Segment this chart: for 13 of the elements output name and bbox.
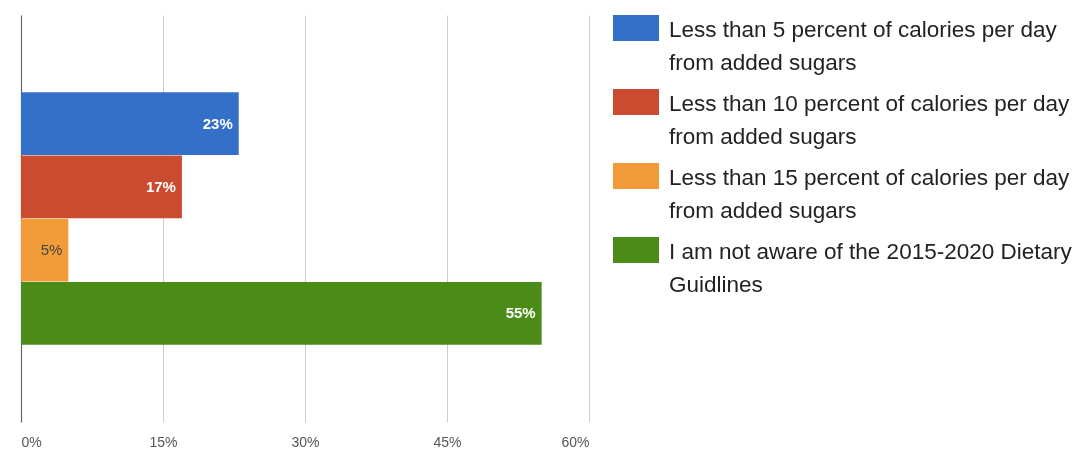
legend-label: I am not aware of the 2015-2020 Dietary Guidlines — [669, 239, 1073, 297]
data-label: 5% — [40, 241, 63, 259]
x-tick-label: 45% — [433, 433, 462, 450]
data-label: 23% — [202, 114, 233, 132]
x-tick-label: 30% — [291, 433, 320, 450]
x-tick-label: 15% — [149, 433, 178, 450]
data-label: 17% — [145, 177, 176, 195]
legend-label: Less than 5 percent of calories per day from added sugars — [669, 17, 1058, 75]
legend-label: Less than 15 percent of calories per day from added sugars — [669, 165, 1070, 223]
x-tick-label: 0% — [21, 433, 42, 450]
x-tick-label: 60% — [561, 433, 590, 450]
data-label: 55% — [505, 304, 536, 322]
legend-label: Less than 10 percent of calories per day from added sugars — [669, 91, 1070, 149]
